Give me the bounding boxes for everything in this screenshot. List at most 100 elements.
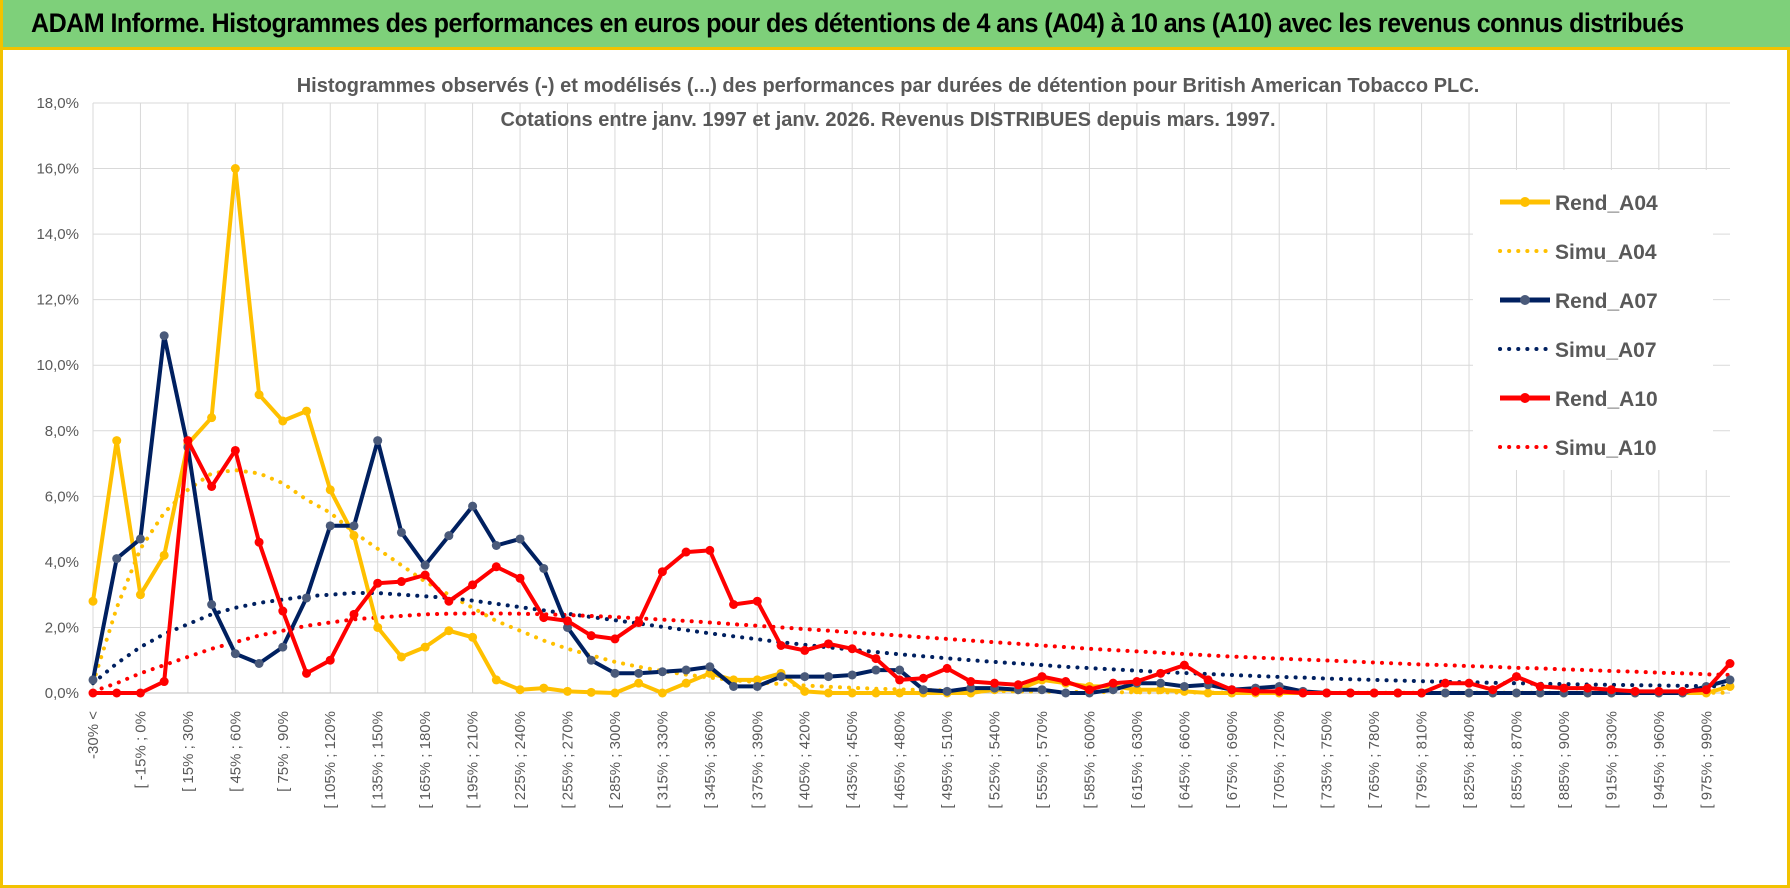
legend: Rend_A04 Simu_A04 Rend_A07 Simu_A07 Rend_A10… (1473, 170, 1713, 470)
data-point (491, 541, 501, 550)
data-point (1417, 688, 1427, 698)
histogram-chart: 0,0% 2,0% 4,0% 6,0% 8,0% 10,0% 12,0% 14,0% 16,0%… (36, 75, 1735, 809)
data-point (515, 573, 525, 583)
chart-subtitle: Cotations entre janv. 1997 et janv. 2026… (500, 109, 1275, 131)
data-point (705, 662, 715, 672)
data-point (1511, 688, 1521, 698)
data-point (895, 675, 905, 685)
data-point (705, 545, 715, 555)
data-point (657, 688, 667, 698)
data-point (634, 668, 644, 678)
data-point (444, 626, 454, 636)
y-tick-label: 12,0% (36, 292, 79, 309)
data-point (373, 436, 383, 446)
series-line-rend-a10 (93, 438, 1732, 695)
data-point (1511, 672, 1521, 682)
data-point (681, 665, 691, 675)
data-point (207, 482, 217, 491)
data-point (468, 580, 478, 590)
data-point (1132, 677, 1142, 687)
data-point (1061, 677, 1071, 687)
data-point (1156, 678, 1166, 688)
data-point (349, 609, 359, 619)
data-point (847, 670, 857, 680)
data-point (752, 596, 762, 606)
data-point (942, 663, 952, 673)
data-point (1535, 681, 1545, 691)
data-point (562, 686, 572, 696)
data-point (752, 675, 762, 685)
data-point (1037, 685, 1047, 695)
data-point (325, 521, 335, 531)
data-point (966, 683, 976, 693)
legend-label-simu-a07: Simu_A07 (1555, 339, 1657, 362)
data-point (1488, 685, 1498, 695)
data-point (1203, 688, 1213, 698)
data-point (1345, 688, 1355, 698)
data-point (420, 570, 430, 580)
y-tick-label: 10,0% (36, 357, 79, 374)
x-tick-label: [ 735% ; 750% (1319, 711, 1336, 809)
data-point (847, 688, 857, 698)
data-point (135, 534, 145, 544)
data-point (1630, 686, 1640, 696)
x-tick-label: -30% < (85, 711, 102, 759)
y-tick-label: 14,0% (36, 226, 79, 243)
data-point (966, 677, 976, 687)
x-tick-label: [ 465% ; 480% (892, 711, 909, 809)
data-point (278, 606, 288, 616)
data-point (325, 655, 335, 665)
data-point (1535, 688, 1545, 698)
data-point (373, 622, 383, 632)
data-point (871, 654, 881, 664)
data-point (776, 672, 786, 682)
data-point (681, 678, 691, 688)
data-point (1227, 685, 1237, 695)
data-point (491, 562, 501, 572)
x-tick-label: [ 405% ; 420% (797, 711, 814, 809)
data-point (1179, 681, 1189, 691)
data-point (800, 645, 810, 655)
legend-background (1473, 170, 1713, 470)
data-point (207, 413, 217, 423)
data-point (1132, 685, 1142, 695)
x-tick-label: [ 165% ; 180% (417, 711, 434, 809)
data-point (539, 683, 549, 693)
data-point (373, 578, 383, 588)
data-point (88, 675, 98, 685)
data-point (1156, 685, 1166, 695)
data-point (1701, 685, 1711, 695)
x-tick-label: [ 675% ; 690% (1224, 711, 1241, 809)
data-point (230, 649, 240, 659)
x-tick-label: [ 435% ; 450% (844, 711, 861, 809)
data-point (586, 687, 596, 697)
legend-label-rend-a04: Rend_A04 (1555, 192, 1658, 215)
data-point (1013, 680, 1023, 690)
data-point (325, 485, 335, 495)
data-point (1464, 678, 1474, 688)
x-tick-label: [ 855% ; 870% (1508, 711, 1525, 809)
data-point (135, 688, 145, 698)
data-point (776, 640, 786, 650)
x-tick-label: [ 705% ; 720% (1271, 711, 1288, 809)
report-banner: ADAM Informe. Histogrammes des performan… (3, 0, 1790, 50)
data-point (681, 547, 691, 557)
data-point (586, 655, 596, 665)
data-point (1037, 672, 1047, 682)
x-tick-label: [ 45% ; 60% (227, 711, 244, 792)
data-point (230, 164, 240, 174)
x-tick-label: [ 945% ; 960% (1651, 711, 1668, 809)
data-point (396, 652, 406, 662)
data-point (159, 331, 169, 341)
data-point (610, 688, 620, 698)
x-tick-label: [ 105% ; 120% (322, 711, 339, 809)
x-tick-label: [ 285% ; 300% (607, 711, 624, 809)
legend-marker-rend-a10 (1520, 393, 1530, 403)
chart-title: Histogrammes observés (-) et modélisés (… (297, 75, 1480, 97)
data-point (1251, 686, 1261, 696)
data-point (562, 622, 572, 632)
x-tick-label: [ 885% ; 900% (1556, 711, 1573, 809)
data-point (420, 560, 430, 570)
data-point (634, 678, 644, 688)
data-point (396, 577, 406, 587)
